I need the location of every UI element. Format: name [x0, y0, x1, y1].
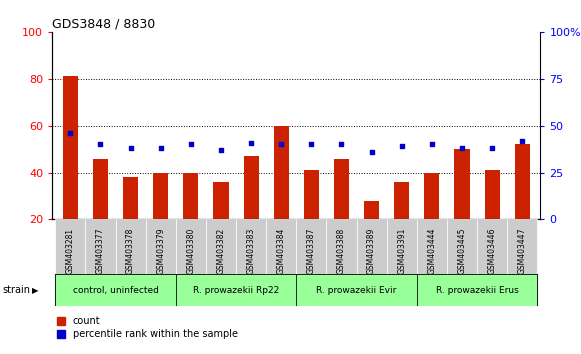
Bar [357, 219, 387, 274]
Bar [424, 172, 439, 219]
Text: GSM403380: GSM403380 [187, 228, 195, 274]
Bar [146, 219, 176, 274]
Point [156, 145, 166, 151]
Bar [327, 219, 357, 274]
Text: GSM403446: GSM403446 [487, 228, 497, 274]
Point [66, 130, 75, 136]
Bar [55, 219, 85, 274]
Bar [63, 76, 78, 219]
Bar [364, 201, 379, 219]
Point [246, 140, 256, 145]
Point [126, 145, 135, 151]
Bar [296, 219, 327, 274]
Bar [266, 219, 296, 274]
Text: GSM403445: GSM403445 [457, 228, 467, 274]
Bar [213, 182, 228, 219]
Bar [387, 219, 417, 274]
Bar [243, 156, 259, 219]
Text: GSM403379: GSM403379 [156, 228, 165, 274]
Bar [206, 219, 236, 274]
Text: GSM403384: GSM403384 [277, 228, 286, 274]
Point [518, 138, 527, 143]
Text: GSM403383: GSM403383 [246, 228, 256, 274]
Bar [454, 149, 469, 219]
Bar [153, 172, 168, 219]
Text: ▶: ▶ [32, 286, 38, 295]
Text: GSM403378: GSM403378 [126, 228, 135, 274]
Bar [485, 170, 500, 219]
Bar [116, 219, 146, 274]
Bar [296, 274, 417, 306]
Bar [85, 219, 116, 274]
Bar [184, 172, 198, 219]
Bar [394, 182, 409, 219]
Point [427, 142, 436, 147]
Legend: count, percentile rank within the sample: count, percentile rank within the sample [57, 316, 238, 339]
Point [397, 143, 406, 149]
Point [487, 145, 497, 151]
Point [216, 147, 225, 153]
Bar [93, 159, 108, 219]
Text: R. prowazekii Evir: R. prowazekii Evir [317, 286, 397, 295]
Text: GDS3848 / 8830: GDS3848 / 8830 [52, 18, 156, 31]
Text: GSM403387: GSM403387 [307, 228, 316, 274]
Bar [507, 219, 537, 274]
Text: GSM403377: GSM403377 [96, 228, 105, 274]
Bar [304, 170, 319, 219]
Bar [176, 219, 206, 274]
Text: GSM403389: GSM403389 [367, 228, 376, 274]
Bar [123, 177, 138, 219]
Bar [236, 219, 266, 274]
Bar [274, 126, 289, 219]
Text: R. prowazekii Erus: R. prowazekii Erus [436, 286, 518, 295]
Text: strain: strain [3, 285, 31, 295]
Bar [447, 219, 477, 274]
Text: GSM403447: GSM403447 [518, 228, 527, 274]
Point [457, 145, 467, 151]
Bar [417, 219, 447, 274]
Text: GSM403388: GSM403388 [337, 228, 346, 274]
Point [307, 142, 316, 147]
Bar [515, 144, 530, 219]
Bar [417, 274, 537, 306]
Text: GSM403444: GSM403444 [428, 228, 436, 274]
Bar [176, 274, 296, 306]
Point [277, 142, 286, 147]
Bar [334, 159, 349, 219]
Text: GSM403391: GSM403391 [397, 228, 406, 274]
Text: R. prowazekii Rp22: R. prowazekii Rp22 [193, 286, 279, 295]
Point [367, 149, 376, 155]
Text: GSM403281: GSM403281 [66, 228, 75, 274]
Text: control, uninfected: control, uninfected [73, 286, 159, 295]
Point [337, 142, 346, 147]
Bar [477, 219, 507, 274]
Bar [55, 274, 176, 306]
Point [187, 142, 196, 147]
Point [96, 142, 105, 147]
Text: GSM403382: GSM403382 [217, 228, 225, 274]
